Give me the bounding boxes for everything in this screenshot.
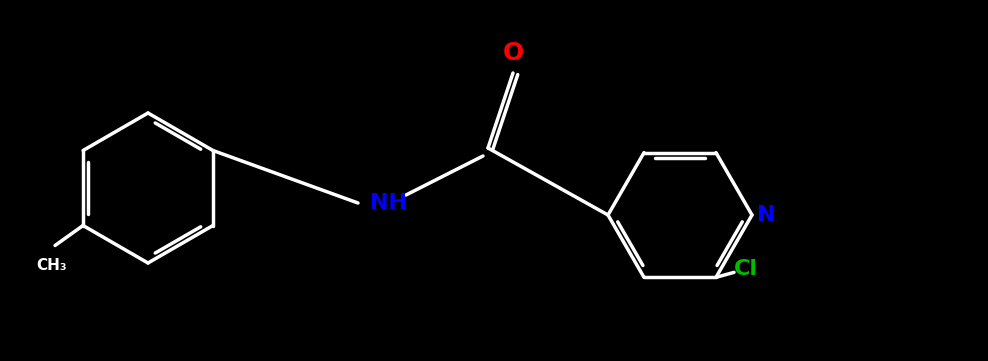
Text: Cl: Cl [734,259,758,279]
Text: CH₃: CH₃ [37,257,67,273]
Text: N: N [757,205,776,225]
Text: NH: NH [370,193,406,213]
Text: O: O [502,41,524,65]
